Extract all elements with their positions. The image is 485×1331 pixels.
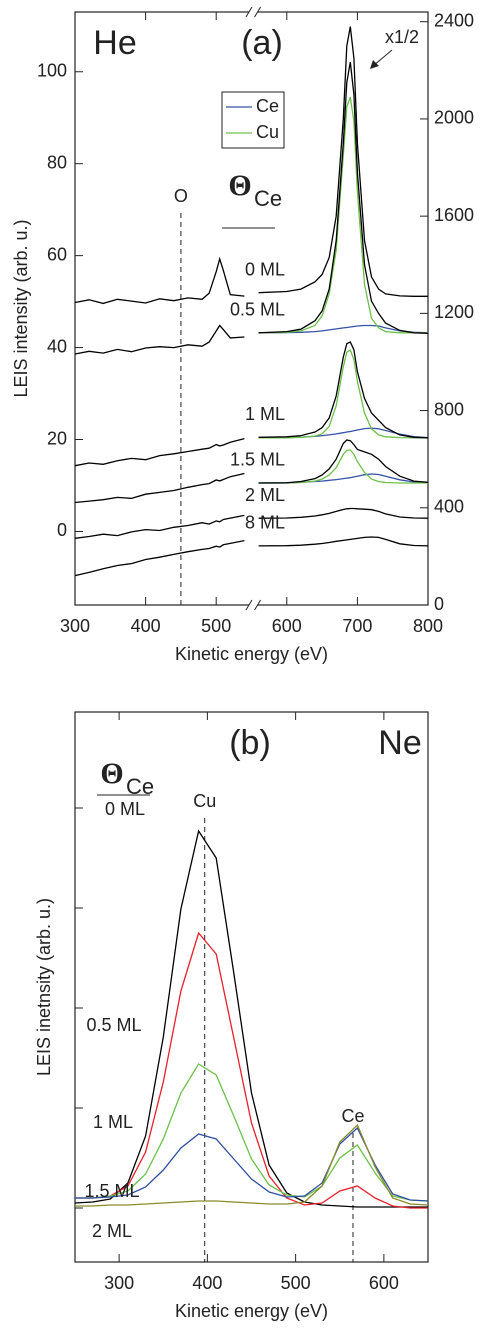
spectrum-line — [258, 61, 429, 334]
spectrum-line — [258, 507, 429, 519]
y2-tick-label: 2000 — [434, 108, 474, 128]
x-tick-label: 400 — [131, 616, 161, 636]
component-line — [258, 324, 429, 334]
component-line — [258, 473, 429, 484]
y-tick-label: 100 — [37, 61, 67, 81]
y2-tick-label: 1200 — [434, 302, 474, 322]
spectrum-line — [74, 324, 245, 355]
spectrum-line — [258, 536, 429, 547]
spectrum-line — [75, 931, 428, 1209]
legend-label: Ce — [256, 96, 279, 116]
panel-title: (b) — [229, 724, 271, 762]
spectrum-line — [74, 829, 428, 1208]
axis-break-mark — [254, 599, 261, 611]
spectrum-line — [258, 439, 429, 484]
y2-tick-label: 400 — [434, 497, 464, 517]
series-label: 1 ML — [245, 404, 285, 424]
series-label: 0 ML — [105, 799, 145, 819]
marker-label: Cu — [193, 791, 216, 811]
spectrum-line — [74, 437, 245, 467]
y-tick-label: 60 — [47, 244, 67, 264]
series-label: 8 ML — [245, 513, 285, 533]
y-axis-title: LEIS intensity (arb. u.) — [11, 219, 31, 397]
coverage-symbol: Θ — [100, 757, 123, 790]
series-label: 0.5 ML — [230, 300, 285, 320]
y-tick-label: 0 — [57, 520, 67, 540]
x-tick-label: 600 — [369, 1273, 399, 1293]
marker-label: Ce — [341, 1106, 364, 1126]
x-tick-label: 700 — [342, 616, 372, 636]
scale-note: x1/2 — [385, 27, 419, 47]
series-label: 1.5 ML — [84, 1181, 139, 1201]
spectrum-line — [258, 26, 428, 297]
y2-tick-label: 0 — [434, 594, 444, 614]
spectrum-line — [75, 1123, 429, 1207]
legend-label: Cu — [256, 122, 279, 142]
series-label: 0 ML — [245, 259, 285, 279]
x-tick-label: 300 — [104, 1273, 134, 1293]
y2-tick-label: 1600 — [434, 205, 474, 225]
y-tick-label: 20 — [47, 428, 67, 448]
panel-title: (a) — [241, 24, 283, 62]
projectile-label: He — [93, 24, 136, 62]
axis-break-mark — [245, 599, 253, 611]
y-axis-title: LEIS inetnsity (arb. u.) — [34, 898, 54, 1076]
y-tick-label: 40 — [47, 336, 67, 356]
spectrum-line — [75, 1063, 429, 1202]
spectrum-line — [258, 341, 429, 439]
spectrum-line — [74, 514, 245, 539]
y2-tick-label: 2400 — [434, 10, 474, 30]
series-label: 2 ML — [92, 1221, 132, 1241]
component-line — [258, 349, 428, 439]
component-line — [258, 449, 428, 484]
axis-break — [248, 602, 258, 608]
x-tick-label: 300 — [60, 616, 90, 636]
scale-arrow-head — [370, 60, 379, 69]
series-label: 1.5 ML — [230, 450, 285, 470]
x-axis-title: Kinetic energy (eV) — [175, 1301, 328, 1321]
x-tick-label: 400 — [192, 1273, 222, 1293]
legend-box — [221, 91, 285, 149]
coverage-symbol: Θ — [228, 169, 251, 202]
axis-break-mark — [245, 6, 253, 18]
x-axis-title: Kinetic energy (eV) — [175, 644, 328, 664]
axis-break-mark — [254, 6, 261, 18]
component-line — [258, 96, 428, 334]
y2-tick-label: 800 — [434, 399, 464, 419]
marker-label: O — [174, 186, 188, 206]
x-tick-label: 500 — [201, 616, 231, 636]
y-tick-label: 80 — [47, 152, 67, 172]
spectrum-line — [74, 256, 245, 305]
series-label: 0.5 ML — [86, 1015, 141, 1035]
x-tick-label: 800 — [413, 616, 443, 636]
series-label: 2 ML — [245, 485, 285, 505]
x-tick-label: 500 — [281, 1273, 311, 1293]
spectrum-line — [74, 472, 245, 504]
plot-frame — [74, 711, 429, 1263]
projectile-label: Ne — [378, 724, 421, 762]
series-label: 1 ML — [93, 1112, 133, 1132]
axis-break — [248, 9, 258, 15]
x-tick-label: 600 — [272, 616, 302, 636]
coverage-subscript: Ce — [254, 186, 282, 211]
spectrum-line — [74, 539, 245, 577]
